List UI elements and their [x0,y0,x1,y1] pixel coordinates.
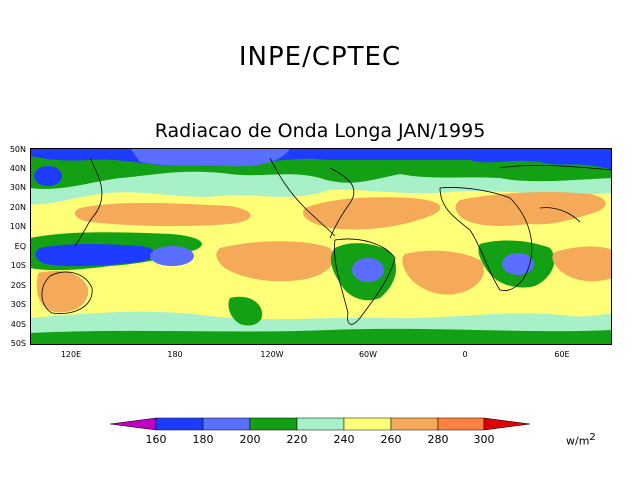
cell-lt-200-maritime [35,244,155,267]
lon-label-180: 180 [167,350,183,359]
coast-eurasia [499,164,612,171]
lat-label-20s: 20S [10,281,26,290]
cell-orange-australia [36,270,89,313]
colorbar-label-300: 300 [473,433,495,446]
lon-label-60w: 60W [358,350,378,359]
cell-180-200-pacific [150,246,194,266]
lat-label-20n: 20N [9,203,26,212]
colorbar [110,417,530,431]
coast-east-asia [74,157,103,247]
header-title: INPE/CPTEC [238,42,402,72]
units-text: w/m [566,434,590,448]
lat-label-50n: 50N [9,145,26,154]
lat-label-10n: 10N [9,222,26,231]
cell-orange-north-atlantic [302,197,441,230]
colorbar-220-240 [296,417,345,431]
colorbar-label-200: 200 [239,433,261,446]
colorbar-below-160 [110,417,157,431]
band-200-220-south [30,328,612,345]
lat-label-30s: 30S [10,300,26,309]
map-title: Radiacao de Onda Longa JAN/1995 [154,120,486,142]
units-exponent: 2 [589,432,596,443]
cell-low-nw [34,166,62,186]
coastlines [41,157,612,325]
colorbar-label-220: 220 [286,433,308,446]
colorbar-280-300 [437,417,485,431]
cell-orange-sahara [455,192,606,226]
colorbar-label-160: 160 [145,433,167,446]
map-frame [30,148,612,345]
colorbar-200-220 [249,417,298,431]
lat-label-50s: 50S [10,339,26,348]
coast-north-america-west [269,157,336,237]
coast-south-america [334,238,396,325]
units-label: w/m2 [566,432,596,448]
cell-200-220-south-pacific [228,296,263,326]
lon-label-120e: 120E [60,350,82,359]
colorbar-label-240: 240 [333,433,355,446]
colorbar-160-180 [155,417,204,431]
cell-north-pacific [130,148,290,167]
cell-orange-indian-ocean [552,246,612,282]
cell-orange-north-pacific [74,202,251,227]
lat-label-10s: 10S [10,261,26,270]
lat-label-40n: 40N [9,164,26,173]
colorbar-180-200 [202,417,251,431]
lat-label-30n: 30N [9,183,26,192]
lon-label-60e: 60E [554,350,570,359]
coast-north-america-east [329,167,355,239]
lat-label-eq: EQ [14,242,26,251]
olr-map [30,148,612,345]
colorbar-above-300 [483,417,530,431]
coast-india [539,207,581,223]
colorbar-label-180: 180 [192,433,214,446]
cell-orange-south-pacific [216,241,334,282]
coast-africa [439,187,533,291]
cell-180-200-south-america [352,258,384,282]
cell-orange-south-atlantic [402,250,484,295]
lon-label-0: 0 [462,350,468,359]
colorbar-label-260: 260 [380,433,402,446]
colorbar-240-260 [343,417,392,431]
colorbar-260-280 [390,417,439,431]
lat-label-40s: 40S [10,320,26,329]
colorbar-label-280: 280 [427,433,449,446]
coast-australia [41,271,93,314]
lon-label-120w: 120W [260,350,284,359]
cell-180-200-africa [502,253,534,275]
